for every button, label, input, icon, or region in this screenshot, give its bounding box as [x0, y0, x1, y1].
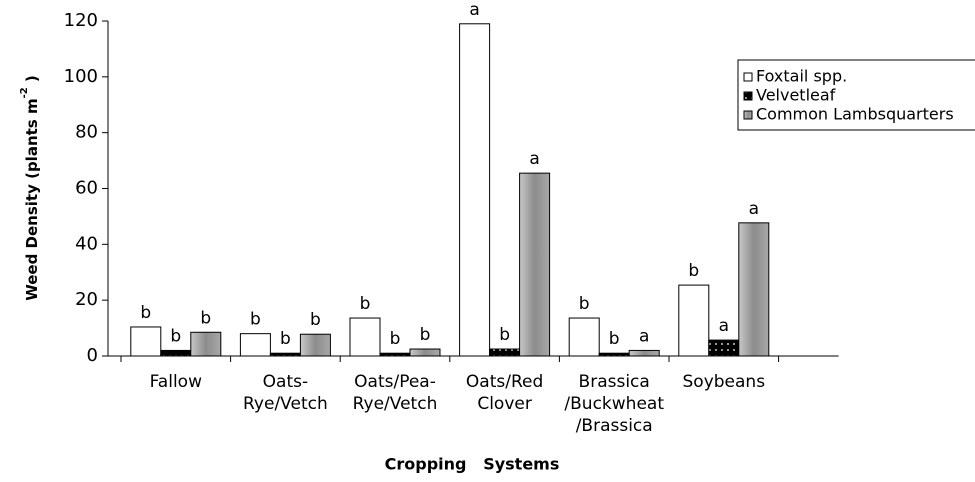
bar [299, 333, 331, 357]
legend-box [737, 59, 975, 131]
y-tick-label: 120 [64, 10, 98, 31]
bar-letter: a [469, 0, 479, 20]
x-tick-line: Oats/Red [466, 372, 543, 392]
y-tick-label: 60 [75, 178, 98, 199]
legend-label: Common Lambsquarters [756, 105, 954, 124]
bar-letter: b [140, 303, 151, 323]
bar [489, 348, 521, 357]
legend-swatch [743, 72, 753, 82]
bar-letter: a [529, 149, 539, 169]
bar-letter: b [170, 326, 181, 346]
bar-letter: b [280, 329, 291, 349]
bar [568, 317, 600, 357]
legend-label: Velvetleaf [756, 86, 836, 105]
x-tick-line: Clover [477, 394, 532, 414]
bar [130, 326, 162, 357]
legend-label: Foxtail spp. [756, 67, 847, 86]
bar [519, 172, 551, 357]
bar-letter: b [200, 308, 211, 328]
x-tick-line: Fallow [150, 372, 202, 392]
legend-swatch [743, 110, 753, 120]
bar [708, 339, 740, 357]
bar-letter: a [719, 316, 729, 336]
y-axis-label: Weed Density (plants m-2 ) [19, 75, 41, 301]
bar-letter: a [749, 199, 759, 219]
bar-letter: b [579, 294, 590, 314]
bar [409, 348, 441, 357]
x-axis-label: Cropping Systems [385, 455, 560, 474]
bar [738, 222, 770, 357]
x-tick-line: /Buckwheat [564, 394, 664, 414]
bar [269, 352, 301, 357]
bar [190, 331, 222, 357]
x-tick-line: Oats/Pea- [354, 372, 436, 392]
y-tick-label: 80 [75, 122, 98, 143]
bar-letter: b [250, 310, 261, 330]
bar-letter: b [390, 329, 401, 349]
bar-letter: a [639, 326, 649, 346]
bar [349, 317, 381, 357]
y-tick-label: 40 [75, 233, 98, 254]
x-tick-label: Brassica/Buckwheat/Brassica [564, 372, 664, 436]
y-tick-label: 0 [87, 345, 98, 366]
bar-letter: b [360, 294, 371, 314]
bar-letter: b [420, 325, 431, 345]
bar [628, 349, 660, 357]
bar [160, 349, 192, 357]
bar [678, 284, 710, 357]
bar [239, 333, 271, 357]
x-tick-line: Rye/Vetch [243, 394, 328, 414]
y-label-main: Weed Density (plants m [23, 98, 41, 300]
bar [598, 352, 630, 357]
x-tick-line: Brassica [579, 372, 650, 392]
bar-letter: b [499, 325, 510, 345]
y-label-close: ) [23, 75, 41, 87]
y-label-sup: -2 [19, 87, 30, 98]
x-tick-label: Oats/Red Clover [466, 372, 543, 414]
bar-letter: b [310, 310, 321, 330]
x-tick-label: Oats-Rye/Vetch [243, 372, 328, 414]
x-tick-line: Rye/Vetch [353, 394, 438, 414]
x-tick-line: Oats- [263, 372, 308, 392]
x-tick-line: /Brassica [576, 416, 653, 436]
bar-letter: b [609, 329, 620, 349]
y-tick-label: 20 [75, 289, 98, 310]
x-tick-label: Oats/Pea-Rye/Vetch [353, 372, 438, 414]
bar [459, 23, 491, 357]
x-tick-line: Soybeans [683, 372, 766, 392]
x-tick-label: Fallow [150, 372, 202, 392]
bar [379, 352, 411, 357]
y-tick-label: 100 [64, 66, 98, 87]
bar-letter: b [688, 261, 699, 281]
legend-swatch [743, 91, 753, 101]
x-tick-label: Soybeans [683, 372, 766, 392]
